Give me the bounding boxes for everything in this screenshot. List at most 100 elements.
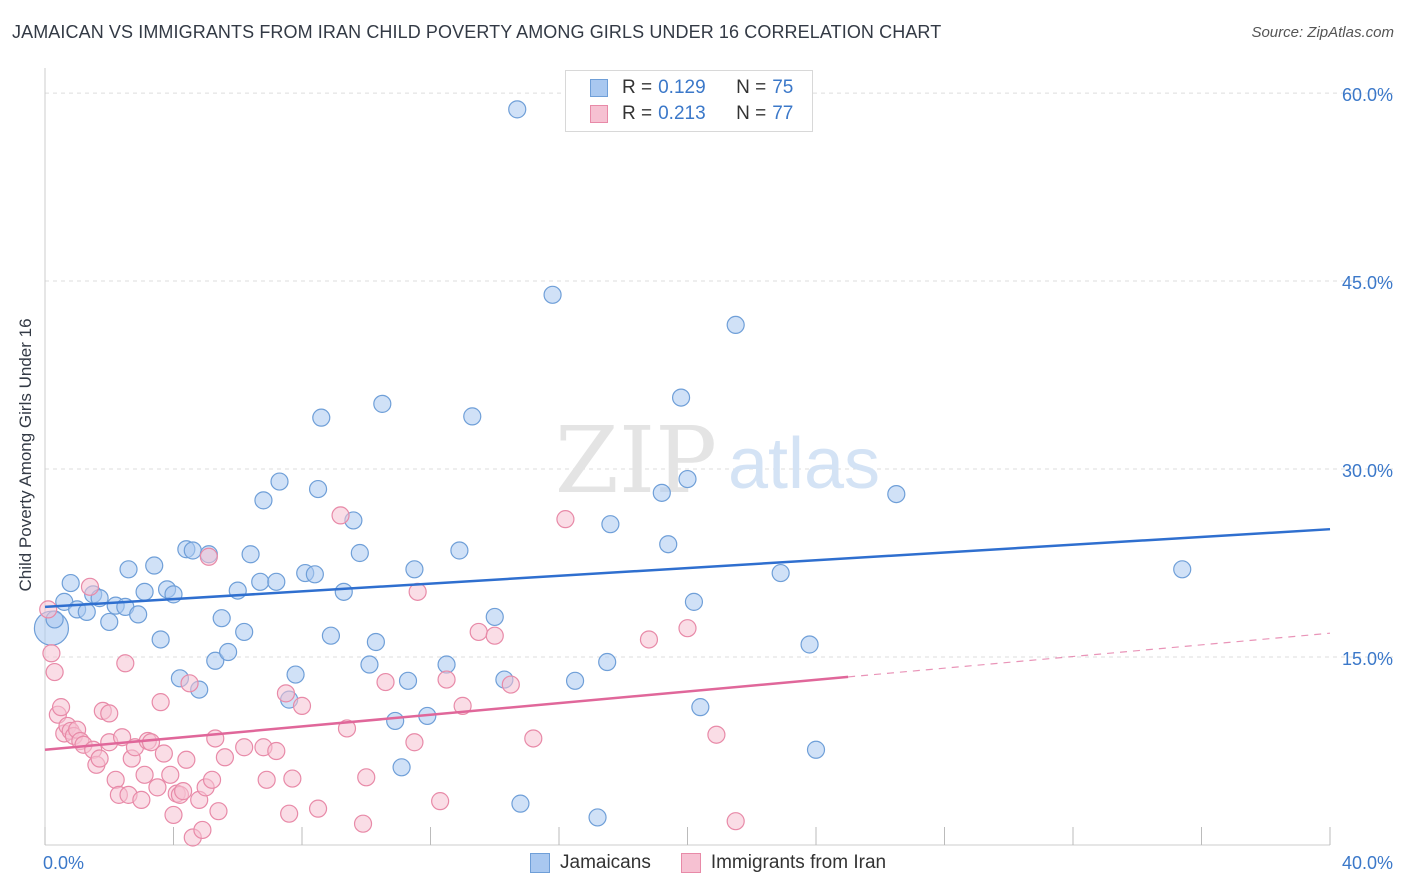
iran-point: [80, 577, 100, 596]
jamaicans-point: [61, 573, 80, 593]
jamaicans-point: [145, 556, 164, 575]
iran-point: [164, 805, 183, 825]
iran-point: [106, 770, 125, 789]
iran-point: [639, 630, 659, 649]
iran-point: [45, 662, 64, 682]
legend-r-value: 0.129: [658, 77, 706, 98]
iran-point: [193, 820, 212, 840]
legend-row-iran: R = 0.213 N = 77: [590, 102, 793, 126]
iran-point: [331, 506, 350, 525]
iran-point: [51, 698, 71, 717]
jamaicans-point: [366, 632, 385, 652]
jamaicans-point: [119, 560, 138, 579]
iran-point: [283, 769, 302, 788]
watermark-zip: ZIP: [555, 407, 717, 514]
jamaicans-point: [485, 607, 504, 627]
jamaicans-point: [598, 652, 617, 672]
jamaicans-point: [305, 565, 324, 584]
jamaicans-point: [254, 491, 273, 510]
jamaicans-point: [684, 592, 704, 611]
trend-lines: [44, 527, 1331, 751]
jamaicans-point: [806, 740, 826, 759]
jamaicans-point: [386, 711, 405, 731]
jamaicans-point: [678, 469, 697, 489]
iran-point: [180, 674, 199, 693]
grid-lines: [45, 92, 1395, 658]
iran-point: [177, 750, 196, 769]
iran-point: [469, 622, 488, 642]
iran-point: [726, 812, 745, 831]
iran-point: [280, 804, 299, 823]
watermark-atlas: atlas: [728, 424, 880, 504]
jamaicans-point: [565, 671, 585, 690]
iran-point: [90, 749, 109, 768]
jamaicans-point: [726, 315, 745, 335]
bottom-legend-iran[interactable]: Immigrants from Iran: [680, 852, 886, 874]
y-tick-label: 30.0%: [1342, 461, 1393, 481]
jamaicans-point: [508, 100, 527, 119]
jamaicans-point: [321, 626, 341, 645]
legend-r-value: 0.213: [658, 103, 706, 124]
iran-point: [161, 765, 180, 784]
iran-point: [267, 741, 286, 761]
jamaicans-point: [334, 582, 353, 601]
iran-point: [42, 644, 61, 663]
iran-trend-line: [44, 675, 849, 751]
iran-point: [39, 600, 58, 619]
iran-point: [209, 802, 228, 821]
bottom-legend-jamaicans[interactable]: Jamaicans: [530, 852, 651, 874]
jamaicans-point: [659, 535, 678, 554]
jamaicans-point: [350, 543, 369, 563]
jamaicans-point: [219, 642, 238, 662]
jamaicans-point: [463, 407, 482, 426]
iran-point: [437, 670, 456, 689]
iran-point: [292, 696, 312, 715]
jamaicans-point: [671, 388, 691, 407]
iran-point: [141, 733, 161, 752]
iran-point: [100, 704, 119, 723]
bottom-legend-swatch-jamaicans: [530, 853, 550, 873]
data-points: [33, 100, 1192, 847]
jamaicans-point: [398, 671, 418, 690]
jamaicans-point: [360, 655, 379, 674]
iran-point: [135, 765, 154, 784]
source-label: Source: ZipAtlas.com: [1251, 24, 1394, 41]
legend-n-label: N =: [736, 77, 767, 98]
iran-point: [235, 738, 254, 757]
jamaicans-point: [235, 622, 254, 642]
iran-point: [678, 619, 697, 638]
iran-point: [215, 748, 234, 767]
legend-r-label: R =: [622, 77, 653, 98]
axes: [44, 68, 1331, 846]
y-tick-label: 15.0%: [1342, 649, 1393, 669]
jamaicans-point: [212, 609, 231, 628]
legend-n-value: 77: [772, 103, 794, 124]
x-tick-label: 40.0%: [1342, 853, 1393, 873]
iran-point: [376, 672, 395, 692]
iran-point: [257, 770, 276, 789]
y-axis-label: Child Poverty Among Girls Under 16: [16, 318, 35, 592]
legend: R = 0.129 N = 75 R = 0.213 N = 77: [565, 70, 813, 132]
legend-r-label: R =: [622, 103, 653, 124]
iran-point: [501, 675, 520, 694]
chart-title: JAMAICAN VS IMMIGRANTS FROM IRAN CHILD P…: [12, 22, 942, 42]
iran-point: [116, 654, 135, 673]
jamaicans-point: [308, 479, 328, 499]
iran-point: [524, 729, 543, 748]
iran-trend-line-extension: [848, 632, 1331, 678]
y-tick-label: 60.0%: [1342, 85, 1393, 105]
jamaicans-point: [588, 808, 607, 827]
jamaicans-point: [601, 515, 620, 534]
iran-point: [148, 778, 167, 797]
legend-n-label: N =: [736, 103, 767, 124]
jamaicans-point: [100, 612, 119, 632]
iran-point: [151, 693, 170, 712]
iran-point: [337, 719, 357, 738]
iran-point: [308, 799, 328, 818]
jamaicans-point: [129, 605, 148, 624]
jamaicans-point: [543, 285, 562, 304]
bottom-legend-label: Jamaicans: [560, 852, 651, 873]
legend-row-jamaicans: R = 0.129 N = 75: [590, 76, 793, 100]
jamaicans-point: [312, 408, 331, 427]
jamaicans-point: [151, 630, 170, 649]
